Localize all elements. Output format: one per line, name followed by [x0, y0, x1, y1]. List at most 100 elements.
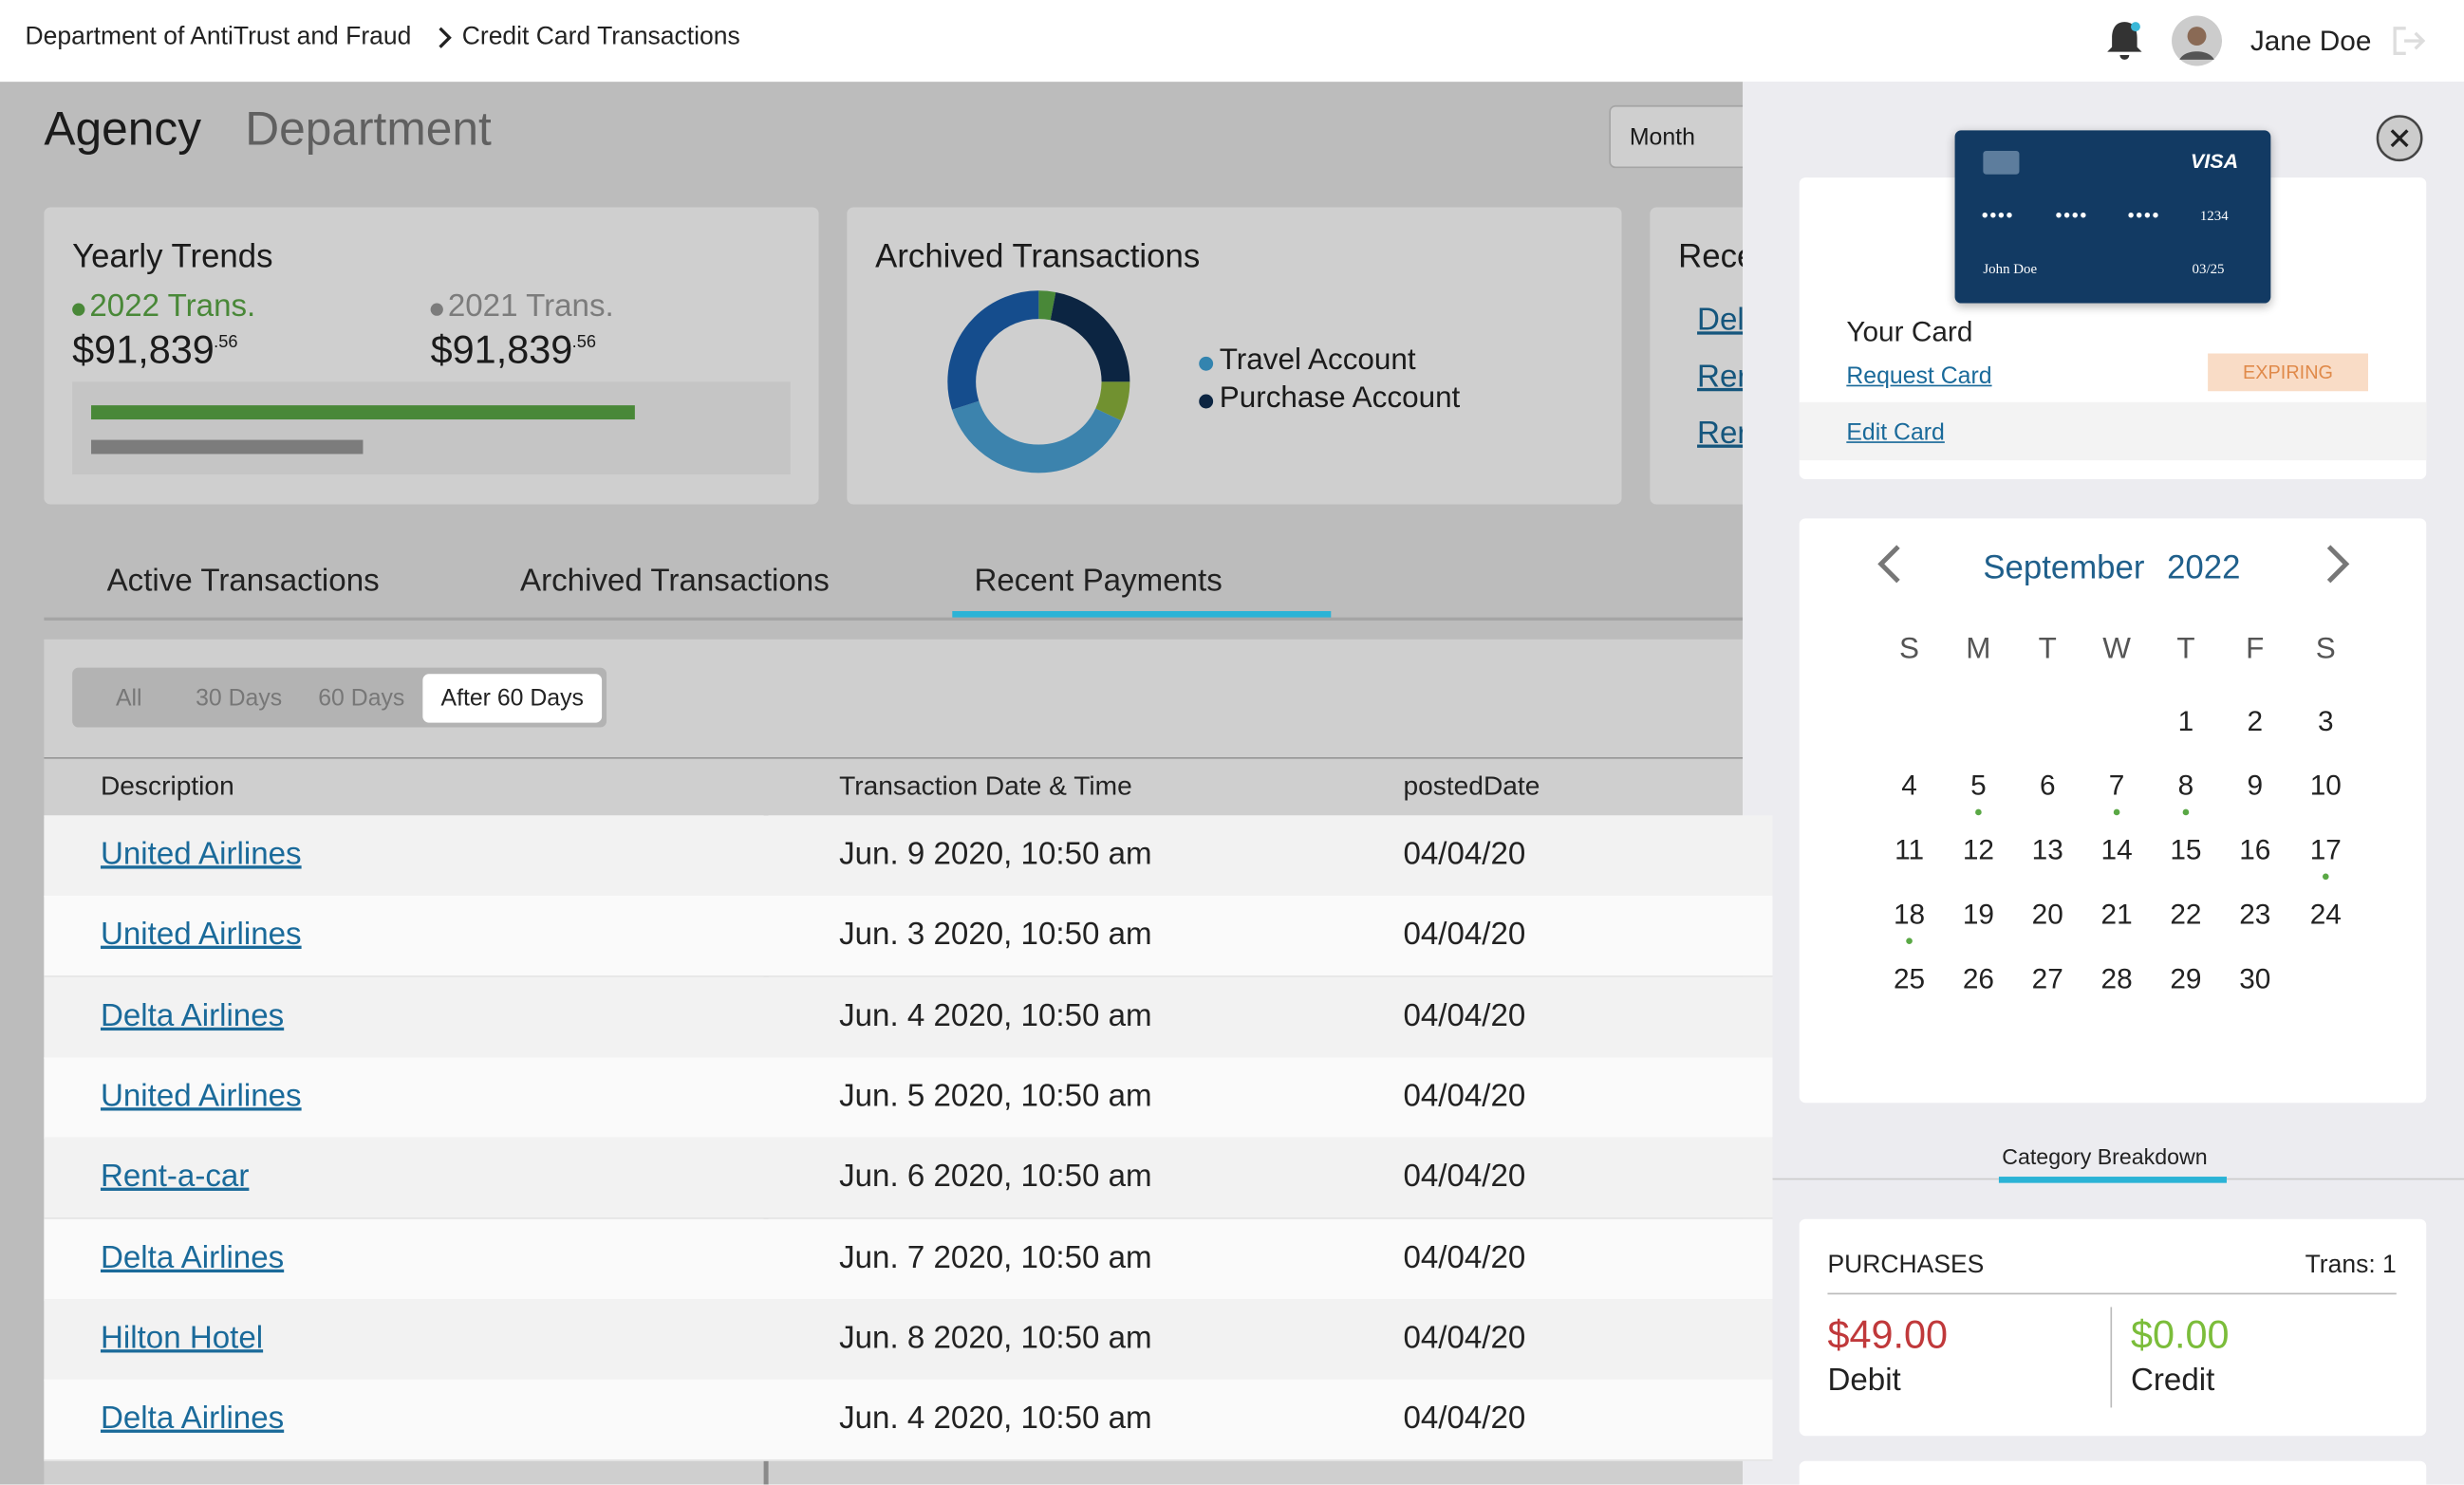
day[interactable]: 21	[2100, 899, 2133, 931]
cell: 04/04/20	[1403, 1079, 1526, 1114]
day[interactable]: 8	[2177, 770, 2194, 802]
calendar: September 2022 S M T W T F S 1 2 3 4 5 6 7 8 9 10 11 12 13 1…	[1799, 518, 2427, 1104]
day[interactable]: 9	[2247, 770, 2264, 802]
prev-month[interactable]	[1875, 544, 1906, 585]
trend-cents: .56	[214, 332, 238, 352]
close-button[interactable]	[2376, 115, 2423, 162]
day[interactable]: 27	[2031, 962, 2063, 994]
breadcrumb-item: Credit Card Transactions	[461, 23, 740, 50]
donut-segment	[947, 290, 1130, 473]
yearly-trends-card: Yearly Trends 2022 Trans. $91,839.56 2021 …	[44, 207, 819, 505]
day[interactable]: 12	[1962, 834, 1994, 866]
credit-card: VISA •••• •••• •••• 1234 John Doe 03/25	[1954, 130, 2271, 304]
tab-department[interactable]: Department	[245, 103, 492, 156]
cell: Jun. 4 2020, 10:50 am	[839, 1401, 1152, 1437]
cell-link[interactable]: Rent-a-car	[100, 1160, 250, 1195]
day[interactable]: 28	[2100, 962, 2133, 994]
tab-indicator	[952, 611, 1332, 618]
brand: VISA	[2190, 149, 2239, 174]
day[interactable]: 26	[1962, 962, 1994, 994]
card-title: Archived Transactions	[875, 238, 1201, 275]
credit-amount: $0.00	[2130, 1313, 2230, 1358]
bar-2022	[91, 405, 635, 420]
cell-link[interactable]: United Airlines	[100, 1079, 302, 1114]
purchases-trans: Trans: 1	[2305, 1252, 2397, 1279]
logout[interactable]	[2392, 25, 2426, 56]
day[interactable]: 14	[2100, 834, 2133, 866]
day[interactable]: 15	[2170, 834, 2202, 866]
cell: Jun. 5 2020, 10:50 am	[839, 1079, 1152, 1114]
day[interactable]: 18	[1893, 899, 1926, 931]
recent-link[interactable]: Rer	[1697, 360, 1748, 395]
table-row	[44, 1057, 1773, 1140]
day[interactable]: 25	[1893, 962, 1926, 994]
request-card[interactable]: Request Card	[1846, 362, 1992, 390]
day[interactable]: 16	[2239, 834, 2271, 866]
day[interactable]: 30	[2239, 962, 2271, 994]
credit-label: Credit	[2130, 1364, 2215, 1399]
day[interactable]: 3	[2317, 705, 2334, 737]
day[interactable]: 13	[2031, 834, 2063, 866]
avatar[interactable]	[2172, 15, 2223, 66]
filter[interactable]: 60 Days	[318, 684, 405, 712]
cell: Jun. 7 2020, 10:50 am	[839, 1240, 1152, 1275]
user-name[interactable]: Jane Doe	[2249, 25, 2372, 57]
cell-link[interactable]: Delta Airlines	[100, 1240, 285, 1275]
day[interactable]: 20	[2031, 899, 2063, 931]
filter-active[interactable]: After 60 Days	[422, 674, 603, 723]
cell-link[interactable]: United Airlines	[100, 837, 302, 872]
weekday: W	[2102, 633, 2131, 666]
day[interactable]: 11	[1895, 834, 1925, 866]
day[interactable]: 7	[2108, 770, 2125, 802]
day[interactable]: 22	[2170, 899, 2202, 931]
event-dot	[1906, 937, 1913, 945]
day[interactable]: 1	[2177, 705, 2194, 737]
your-card-panel: Your Card Request Card EXPIRING Edit Car…	[1799, 177, 2427, 479]
tab[interactable]: Active Transactions	[106, 564, 380, 599]
breadcrumb-item[interactable]: Department of AntiTrust and Fraud	[25, 23, 412, 50]
cell: 04/04/20	[1403, 837, 1526, 872]
edit-card[interactable]: Edit Card	[1846, 419, 1945, 447]
trend-label: 2021 Trans.	[447, 288, 614, 325]
trend-cents: .56	[571, 332, 596, 352]
day[interactable]: 4	[1901, 770, 1917, 802]
donut	[947, 290, 1130, 473]
next-month[interactable]	[2321, 544, 2352, 585]
cell: Jun. 8 2020, 10:50 am	[839, 1321, 1152, 1356]
table-row	[44, 1137, 1773, 1220]
day[interactable]: 5	[1970, 770, 1987, 802]
day[interactable]: 10	[2309, 770, 2342, 802]
tab-agency[interactable]: Agency	[44, 103, 202, 156]
cell: 04/04/20	[1403, 1160, 1526, 1195]
breakdown-tab[interactable]: Category Breakdown	[2002, 1143, 2208, 1169]
cell: Jun. 3 2020, 10:50 am	[839, 918, 1152, 953]
cell-link[interactable]: United Airlines	[100, 918, 302, 953]
notifications[interactable]	[2102, 17, 2146, 61]
calendar-year: 2022	[2167, 549, 2241, 586]
day[interactable]: 17	[2309, 834, 2342, 866]
donut-segment	[947, 290, 1130, 473]
legend-dot	[1199, 356, 1214, 371]
recent-link[interactable]: Del	[1697, 303, 1745, 338]
cell-link[interactable]: Delta Airlines	[100, 998, 285, 1033]
card-title: Rece	[1678, 238, 1756, 275]
cell-link[interactable]: Hilton Hotel	[100, 1321, 264, 1356]
cell: 04/04/20	[1403, 1321, 1526, 1356]
day[interactable]: 24	[2309, 899, 2342, 931]
recent-link[interactable]: Rer	[1697, 416, 1748, 452]
day[interactable]: 6	[2039, 770, 2056, 802]
day[interactable]: 23	[2239, 899, 2271, 931]
breadcrumb-chevron	[439, 27, 452, 48]
column-header: postedDate	[1403, 770, 1540, 802]
bar-track	[72, 381, 791, 474]
filter[interactable]: All	[115, 684, 142, 712]
cell-link[interactable]: Delta Airlines	[100, 1401, 285, 1437]
tab[interactable]: Archived Transactions	[520, 564, 830, 599]
day[interactable]: 29	[2170, 962, 2202, 994]
day[interactable]: 2	[2247, 705, 2264, 737]
day[interactable]: 19	[1962, 899, 1994, 931]
trend-amount: $91,839	[72, 328, 215, 373]
filter[interactable]: 30 Days	[196, 684, 283, 712]
tab[interactable]: Recent Payments	[974, 564, 1223, 599]
